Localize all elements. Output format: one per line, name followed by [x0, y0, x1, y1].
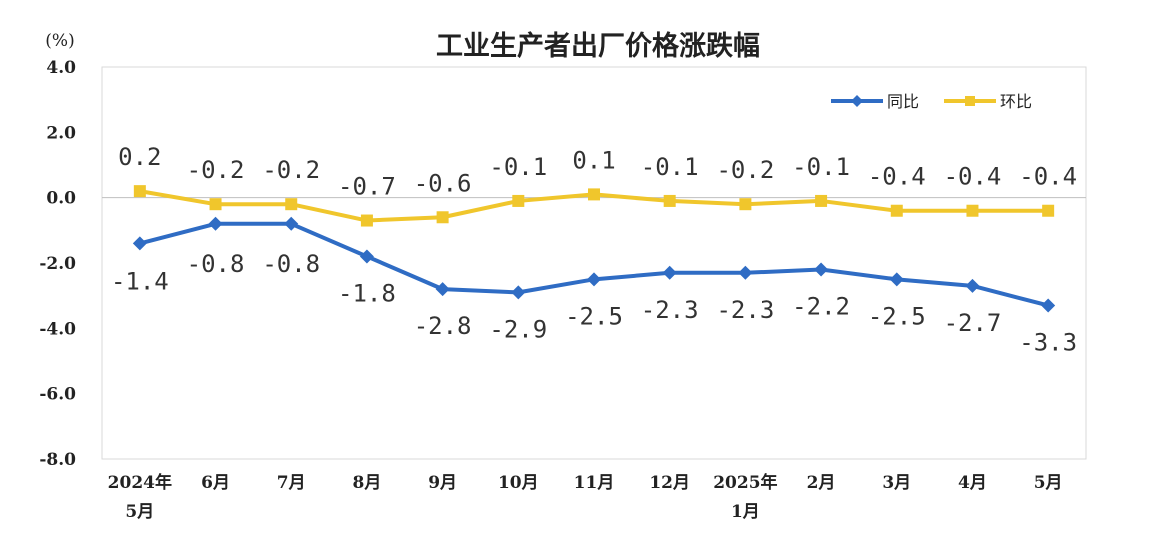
x-tick-label: 11月: [574, 473, 615, 493]
data-point: [285, 198, 298, 211]
data-point: [588, 188, 600, 201]
data-label: 0.2: [118, 143, 161, 171]
data-point: [359, 249, 374, 264]
x-tick-label: 10月: [498, 473, 539, 493]
x-tick-label: 2024年: [108, 472, 172, 493]
data-point: [1042, 204, 1055, 217]
y-tick-label: -2.0: [39, 254, 76, 274]
legend-marker: [851, 95, 863, 107]
x-tick-label: 8月: [353, 473, 382, 493]
data-label: -2.8: [414, 312, 472, 340]
y-tick-label: -6.0: [39, 385, 76, 405]
y-tick-label: 2.0: [46, 123, 76, 143]
data-point: [814, 262, 829, 277]
x-tick-label: 1月: [731, 502, 760, 522]
data-label: -1.4: [111, 267, 169, 295]
data-label: -0.8: [187, 250, 245, 278]
data-label: -0.2: [716, 156, 774, 184]
data-point: [284, 216, 299, 231]
data-point: [965, 278, 980, 293]
data-point: [132, 236, 147, 251]
x-tick-label: 12月: [649, 473, 690, 493]
data-point: [587, 272, 601, 287]
y-tick-label: 4.0: [46, 58, 76, 78]
plot-area: [101, 66, 1087, 460]
data-point: [360, 214, 373, 227]
data-label: -0.8: [262, 250, 320, 278]
x-tick-label: 3月: [882, 473, 911, 493]
data-point: [966, 204, 979, 217]
y-tick-label: 0.0: [46, 189, 76, 209]
data-label: -2.9: [489, 315, 547, 343]
legend-marker: [965, 96, 975, 106]
x-tick-label: 2025年: [713, 472, 777, 493]
data-label: -2.5: [565, 302, 623, 330]
data-label: -0.7: [338, 173, 396, 201]
data-label: -0.2: [187, 156, 245, 184]
data-label: -2.3: [716, 296, 774, 324]
x-tick-label: 4月: [958, 473, 987, 493]
data-point: [662, 265, 677, 280]
data-point: [1041, 298, 1056, 313]
data-label: -0.2: [262, 156, 320, 184]
data-label: -0.1: [792, 153, 850, 181]
data-point: [435, 282, 450, 297]
data-point: [889, 272, 904, 287]
data-point: [663, 194, 676, 207]
y-unit-label: (%): [45, 31, 74, 51]
data-label: -0.1: [641, 153, 699, 181]
data-point: [512, 194, 525, 207]
data-point: [738, 265, 753, 280]
data-label: 0.1: [572, 146, 615, 174]
data-label: -0.4: [868, 163, 926, 191]
data-label: -1.8: [338, 279, 396, 307]
y-tick-label: -4.0: [39, 319, 76, 339]
y-tick-label: -8.0: [39, 450, 76, 470]
data-label: -3.3: [1019, 328, 1077, 356]
data-point: [133, 185, 146, 198]
legend-label: 同比: [887, 92, 919, 111]
x-tick-label: 2月: [807, 473, 836, 493]
x-tick-label: 9月: [428, 473, 457, 493]
data-label: -2.5: [868, 302, 926, 330]
data-point: [209, 198, 222, 211]
legend-label: 环比: [1000, 92, 1032, 111]
data-label: -2.3: [641, 296, 699, 324]
data-point: [739, 198, 752, 211]
x-tick-label: 6月: [201, 473, 230, 493]
x-tick-label: 7月: [277, 473, 306, 493]
data-point: [890, 204, 903, 217]
data-label: -0.6: [414, 169, 472, 197]
data-point: [815, 194, 828, 207]
data-label: -0.4: [1019, 163, 1077, 191]
chart-title: 工业生产者出厂价格涨跌幅: [436, 31, 760, 62]
data-label: -0.4: [944, 163, 1002, 191]
x-tick-label: 5月: [125, 502, 154, 522]
data-label: -2.7: [944, 309, 1002, 337]
data-label: -2.2: [792, 293, 850, 321]
data-point: [436, 211, 449, 224]
data-point: [208, 216, 223, 231]
x-tick-label: 5月: [1034, 473, 1063, 493]
data-point: [511, 285, 526, 300]
data-label: -0.1: [489, 153, 547, 181]
